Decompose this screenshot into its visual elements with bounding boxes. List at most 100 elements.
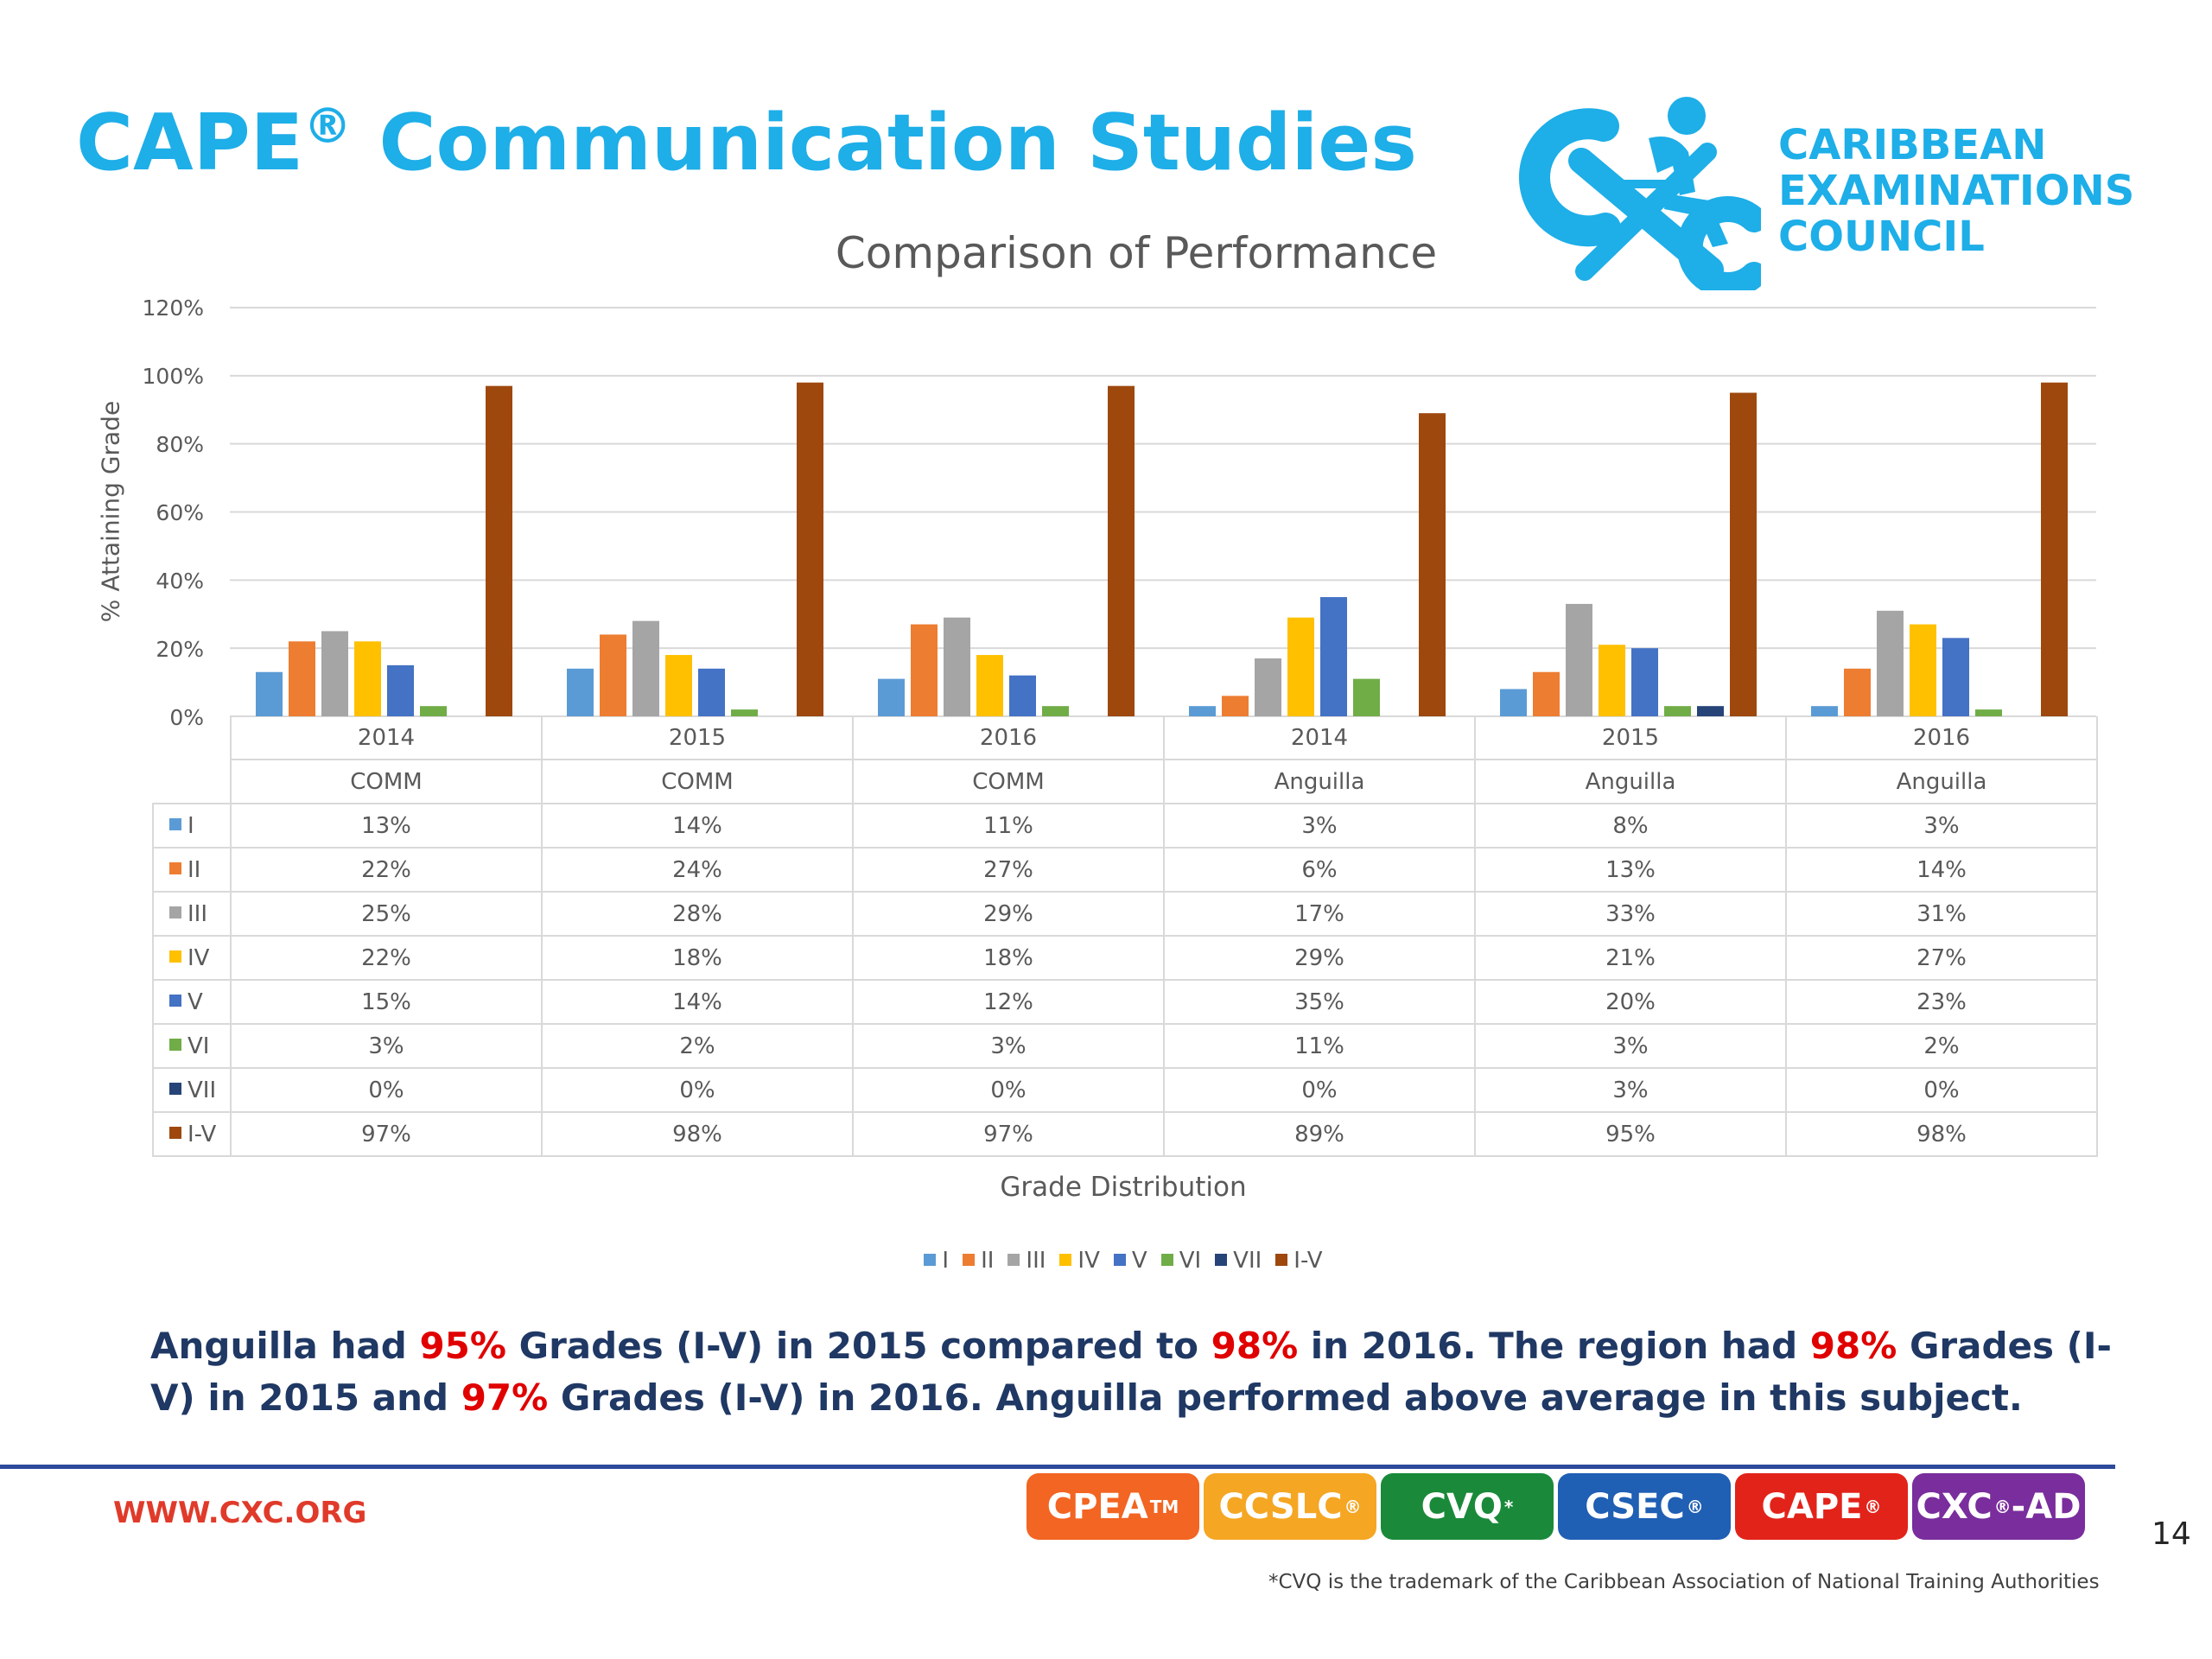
- table-cell: 22%: [230, 847, 543, 893]
- badge-mark: ®: [1993, 1496, 2012, 1517]
- table-cell: 13%: [1474, 847, 1787, 893]
- bar: [420, 706, 447, 716]
- category-group: COMM: [852, 759, 1165, 804]
- table-cell: 17%: [1163, 891, 1476, 937]
- page-number: 14: [2152, 1516, 2191, 1552]
- summary-highlight: 98%: [1211, 1325, 1299, 1367]
- footnote: *CVQ is the trademark of the Caribbean A…: [1268, 1571, 2100, 1593]
- bar: [567, 668, 594, 716]
- table-cell: 25%: [230, 891, 543, 937]
- table-cell: 6%: [1163, 847, 1476, 893]
- table-cell: 20%: [1474, 979, 1787, 1025]
- table-row: III 25% 28% 29% 17% 33% 31%: [152, 891, 2098, 937]
- legend-swatch: [1113, 1253, 1126, 1266]
- bar: [354, 641, 381, 716]
- badge-mark: *: [1503, 1496, 1514, 1517]
- table-row-group: COMM COMM COMM Anguilla Anguilla Anguill…: [153, 759, 2098, 804]
- exam-badge[interactable]: CPEA TM: [1027, 1473, 1199, 1540]
- series-swatch: [169, 950, 181, 963]
- bar: [1975, 709, 2002, 716]
- bar: [1697, 706, 1724, 716]
- series-key: I-V: [152, 1111, 232, 1157]
- legend-swatch: [1059, 1253, 1072, 1266]
- legend-item: I-V: [1275, 1248, 1323, 1274]
- legend-item: III: [1007, 1248, 1046, 1274]
- series-key: IV: [152, 935, 232, 981]
- series-swatch: [169, 906, 181, 918]
- series-name: I: [188, 812, 194, 839]
- bar: [1320, 597, 1347, 716]
- table-cell: 21%: [1474, 935, 1787, 981]
- table-row: IV 22% 18% 18% 29% 21% 27%: [152, 935, 2098, 981]
- legend-item: V: [1113, 1248, 1147, 1274]
- y-tick-label: 120%: [142, 296, 204, 321]
- bar: [1730, 392, 1757, 716]
- bar: [731, 709, 758, 716]
- registered-mark: ®: [303, 99, 353, 155]
- category-group: Anguilla: [1163, 759, 1476, 804]
- series-swatch: [169, 1127, 181, 1139]
- data-table: 2014 2015 2016 2014 2015 2016 COMM COMM …: [152, 716, 2098, 1157]
- badge-mark: ®: [1686, 1496, 1704, 1517]
- legend-label: I-V: [1294, 1248, 1323, 1274]
- bar: [976, 655, 1003, 716]
- table-cell: 3%: [230, 1023, 543, 1069]
- table-cell: 3%: [852, 1023, 1165, 1069]
- legend-swatch: [1215, 1253, 1228, 1266]
- bar: [878, 678, 905, 716]
- bar: [1942, 638, 1969, 716]
- bar: [698, 668, 725, 716]
- exam-badges: CPEA TM CCSLC ® CVQ * CSEC ® CAPE ® CXC ® -AD: [1027, 1473, 2085, 1540]
- logo-line-1: CARIBBEAN: [1778, 121, 2047, 169]
- bar: [1877, 610, 1904, 716]
- table-cell: 18%: [852, 935, 1165, 981]
- exam-badge[interactable]: CSEC ®: [1558, 1473, 1731, 1540]
- legend-item: I: [924, 1248, 949, 1274]
- category-year: 2015: [541, 716, 854, 760]
- exam-badge[interactable]: CAPE ®: [1735, 1473, 1908, 1540]
- series-swatch: [169, 1083, 181, 1095]
- legend-label: V: [1131, 1248, 1147, 1274]
- table-cell: 98%: [1785, 1111, 2098, 1157]
- category-group: Anguilla: [1474, 759, 1787, 804]
- bar: [944, 617, 970, 716]
- website-link[interactable]: WWW.CXC.ORG: [113, 1496, 367, 1530]
- series-swatch: [169, 818, 181, 830]
- summary-part: Grades (I-V) in 2016. Anguilla performed…: [548, 1376, 2023, 1419]
- table-cell: 98%: [541, 1111, 854, 1157]
- table-cell: 0%: [541, 1067, 854, 1113]
- badge-label: CSEC: [1585, 1486, 1685, 1527]
- logo-line-3: COUNCIL: [1778, 213, 1985, 261]
- table-cell: 15%: [230, 979, 543, 1025]
- bar: [1108, 385, 1135, 716]
- table-cell: 12%: [852, 979, 1165, 1025]
- table-cell: 22%: [230, 935, 543, 981]
- bar: [1844, 668, 1871, 716]
- bar: [321, 631, 348, 716]
- chart-legend: I II III IV V VI VII I-V: [0, 1248, 2212, 1274]
- exam-badge[interactable]: CVQ *: [1381, 1473, 1554, 1540]
- table-cell: 23%: [1785, 979, 2098, 1025]
- table-cell: 97%: [230, 1111, 543, 1157]
- badge-mark: TM: [1149, 1496, 1179, 1517]
- page-title: CAPE® Communication Studies: [76, 97, 1417, 190]
- badge-mark: ®: [1864, 1496, 1882, 1517]
- bar: [1811, 706, 1838, 716]
- bar: [1042, 706, 1069, 716]
- legend-item: VI: [1160, 1248, 1201, 1274]
- summary-part: Grades (I-V) in 2015 compared to: [505, 1325, 1211, 1367]
- table-cell: 3%: [1163, 803, 1476, 849]
- bar: [1664, 706, 1691, 716]
- exam-badge[interactable]: CXC ® -AD: [1912, 1473, 2085, 1540]
- badge-label: CVQ: [1421, 1486, 1503, 1527]
- table-cell: 29%: [852, 891, 1165, 937]
- summary-part: Grades (I-V) in 2015 and: [150, 1325, 2112, 1419]
- bar-chart-plot: [230, 307, 2096, 717]
- exam-badge[interactable]: CCSLC ®: [1204, 1473, 1376, 1540]
- category-group: COMM: [230, 759, 543, 804]
- bar: [1566, 603, 1592, 716]
- table-row-year: 2014 2015 2016 2014 2015 2016: [153, 716, 2098, 760]
- category-group: Anguilla: [1785, 759, 2098, 804]
- bar: [256, 671, 283, 716]
- bar: [387, 664, 414, 716]
